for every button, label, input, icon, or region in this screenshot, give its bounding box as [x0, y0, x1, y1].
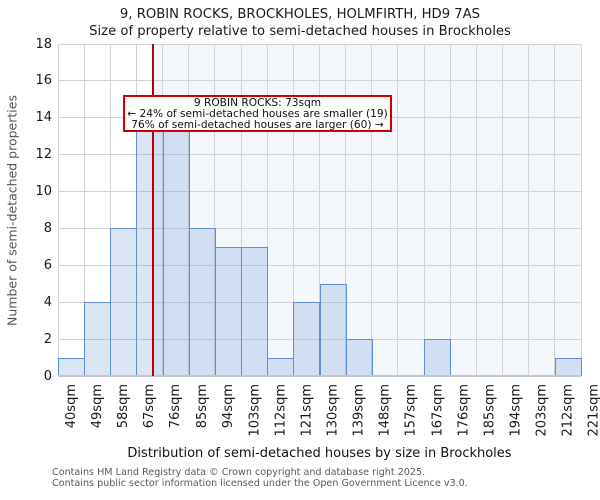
y-tick-label: 12 — [35, 147, 52, 163]
y-tick-label: 6 — [43, 257, 52, 273]
x-tick-label-text: 221sqm — [587, 384, 600, 437]
histogram-bar — [188, 228, 216, 376]
histogram-bar — [84, 302, 112, 376]
v-gridline — [266, 44, 268, 376]
plot-area: 9 ROBIN ROCKS: 73sqm ← 24% of semi-detac… — [57, 43, 582, 377]
x-tick-label-text: 67sqm — [142, 384, 158, 429]
property-annotation-box: 9 ROBIN ROCKS: 73sqm ← 24% of semi-detac… — [123, 95, 392, 132]
y-tick-label: 10 — [35, 184, 52, 200]
x-tick-label-text: 148sqm — [377, 384, 393, 437]
v-gridline — [528, 44, 530, 376]
x-tick-label-text: 103sqm — [247, 384, 263, 437]
chart-title: 9, ROBIN ROCKS, BROCKHOLES, HOLMFIRTH, H… — [119, 7, 481, 22]
histogram-bar — [267, 357, 295, 376]
v-gridline — [449, 44, 451, 376]
annotation-line-1: 9 ROBIN ROCKS: 73sqm — [193, 97, 322, 109]
v-gridline — [83, 44, 85, 376]
histogram-bar — [319, 283, 347, 376]
v-gridline — [580, 44, 582, 376]
x-tick-label-text: 167sqm — [430, 384, 446, 437]
y-tick-label: 14 — [35, 110, 52, 126]
x-tick-label-text: 76sqm — [168, 384, 184, 429]
chart-subtitle: Size of property relative to semi-detach… — [89, 24, 511, 39]
y-tick-label: 8 — [43, 220, 52, 236]
x-tick-label-text: 49sqm — [90, 384, 106, 429]
y-axis-title: Number of semi-detached properties — [4, 95, 20, 326]
y-tick-label: 18 — [35, 36, 52, 52]
histogram-bar — [58, 357, 86, 376]
histogram-bar — [424, 339, 452, 376]
x-tick-label-text: 203sqm — [534, 384, 550, 437]
x-tick-label-text: 139sqm — [351, 384, 367, 437]
x-axis-baseline — [58, 375, 581, 377]
v-gridline — [57, 44, 59, 376]
x-tick-label-text: 94sqm — [220, 384, 236, 429]
y-tick-label: 0 — [43, 368, 52, 384]
v-gridline — [475, 44, 477, 376]
y-tick-label: 4 — [43, 294, 52, 310]
v-gridline — [109, 44, 111, 376]
x-tick-label-text: 185sqm — [482, 384, 498, 437]
histogram-bar — [162, 117, 190, 376]
v-gridline — [371, 44, 373, 376]
x-tick-label-text: 112sqm — [273, 384, 289, 437]
x-tick-label-text: 130sqm — [325, 384, 341, 437]
x-tick-label-text: 58sqm — [116, 384, 132, 429]
y-tick-label: 2 — [43, 331, 52, 347]
histogram-bar — [554, 357, 582, 376]
x-axis-title: Distribution of semi-detached houses by … — [127, 446, 512, 461]
x-tick-label-text: 157sqm — [403, 384, 419, 437]
histogram-bar — [241, 246, 269, 376]
x-tick-label-text: 121sqm — [299, 384, 315, 437]
footer-attribution-1: Contains HM Land Registry data © Crown c… — [52, 467, 426, 478]
x-tick-label-text: 194sqm — [508, 384, 524, 437]
v-gridline — [345, 44, 347, 376]
v-gridline — [292, 44, 294, 376]
x-tick-label-text: 85sqm — [194, 384, 210, 429]
histogram-bar — [293, 302, 321, 376]
y-tick-label: 16 — [35, 73, 52, 89]
v-gridline — [397, 44, 399, 376]
v-gridline — [423, 44, 425, 376]
property-marker-line — [152, 44, 155, 376]
x-tick-label-text: 212sqm — [560, 384, 576, 437]
histogram-bar — [345, 339, 373, 376]
v-gridline — [240, 44, 242, 376]
x-tick-label-text: 40sqm — [64, 384, 79, 429]
v-gridline — [554, 44, 556, 376]
v-gridline — [319, 44, 320, 376]
annotation-line-2: ← 24% of semi-detached houses are smalle… — [127, 108, 388, 120]
histogram-bar — [110, 228, 138, 376]
v-gridline — [502, 44, 504, 376]
annotation-line-3: 76% of semi-detached houses are larger (… — [131, 119, 384, 131]
footer-attribution-2: Contains public sector information licen… — [52, 478, 468, 489]
histogram-bar — [214, 246, 243, 376]
v-gridline — [214, 44, 216, 376]
histogram-bar — [136, 99, 164, 376]
x-tick-label-text: 176sqm — [456, 384, 472, 437]
